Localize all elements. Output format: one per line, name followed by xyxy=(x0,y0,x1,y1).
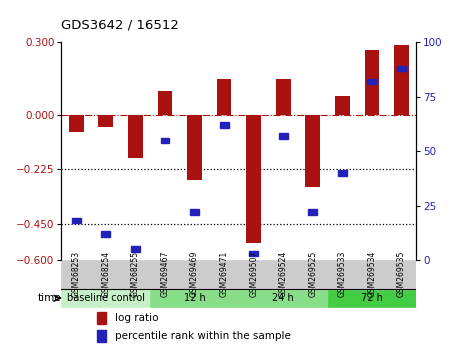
Text: GSM269525: GSM269525 xyxy=(308,251,317,297)
Bar xyxy=(91,260,121,289)
Bar xyxy=(72,218,81,223)
Bar xyxy=(69,115,84,132)
Bar xyxy=(327,260,357,289)
Text: GSM269467: GSM269467 xyxy=(160,251,169,297)
Bar xyxy=(160,138,169,143)
Bar xyxy=(121,260,150,289)
Bar xyxy=(249,251,258,256)
Bar xyxy=(219,122,228,128)
Bar xyxy=(190,210,199,215)
Text: GDS3642 / 16512: GDS3642 / 16512 xyxy=(61,19,179,32)
Bar xyxy=(276,79,290,115)
Bar xyxy=(101,231,110,236)
Bar xyxy=(387,260,416,289)
Bar xyxy=(180,260,209,289)
Bar xyxy=(397,66,406,71)
Text: log ratio: log ratio xyxy=(114,313,158,323)
Bar xyxy=(158,91,172,115)
Bar xyxy=(246,115,261,243)
Bar xyxy=(150,290,239,307)
Text: GSM268255: GSM268255 xyxy=(131,251,140,297)
Text: 72 h: 72 h xyxy=(361,293,383,303)
Bar xyxy=(394,45,409,115)
Bar xyxy=(128,115,143,159)
Bar xyxy=(306,115,320,188)
Bar xyxy=(365,50,379,115)
Text: GSM269533: GSM269533 xyxy=(338,251,347,297)
Bar xyxy=(98,115,113,127)
Text: GSM268253: GSM268253 xyxy=(72,251,81,297)
Bar xyxy=(298,260,327,289)
Bar xyxy=(217,79,231,115)
Bar xyxy=(335,96,350,115)
Text: 24 h: 24 h xyxy=(272,293,294,303)
Text: time: time xyxy=(37,293,61,303)
Text: 12 h: 12 h xyxy=(184,293,205,303)
Bar xyxy=(268,260,298,289)
Text: GSM269469: GSM269469 xyxy=(190,251,199,297)
Text: baseline control: baseline control xyxy=(67,293,145,303)
Text: percentile rank within the sample: percentile rank within the sample xyxy=(114,331,290,341)
Bar xyxy=(308,210,317,215)
Bar xyxy=(187,115,202,180)
Text: GSM269535: GSM269535 xyxy=(397,251,406,297)
Bar xyxy=(209,260,239,289)
Bar xyxy=(239,290,327,307)
Text: GSM268254: GSM268254 xyxy=(101,251,110,297)
Text: GSM269471: GSM269471 xyxy=(219,251,228,297)
Bar xyxy=(61,260,91,289)
Bar xyxy=(357,260,387,289)
Bar xyxy=(239,260,269,289)
Text: GSM269507: GSM269507 xyxy=(249,251,258,297)
Bar xyxy=(150,260,180,289)
Text: GSM269534: GSM269534 xyxy=(368,251,377,297)
Bar xyxy=(368,79,377,84)
Bar xyxy=(97,313,106,324)
Bar xyxy=(97,331,106,342)
Bar xyxy=(327,290,416,307)
Bar xyxy=(338,170,347,176)
Text: GSM269524: GSM269524 xyxy=(279,251,288,297)
Bar xyxy=(131,246,140,252)
Bar xyxy=(279,133,288,139)
Bar xyxy=(61,290,150,307)
